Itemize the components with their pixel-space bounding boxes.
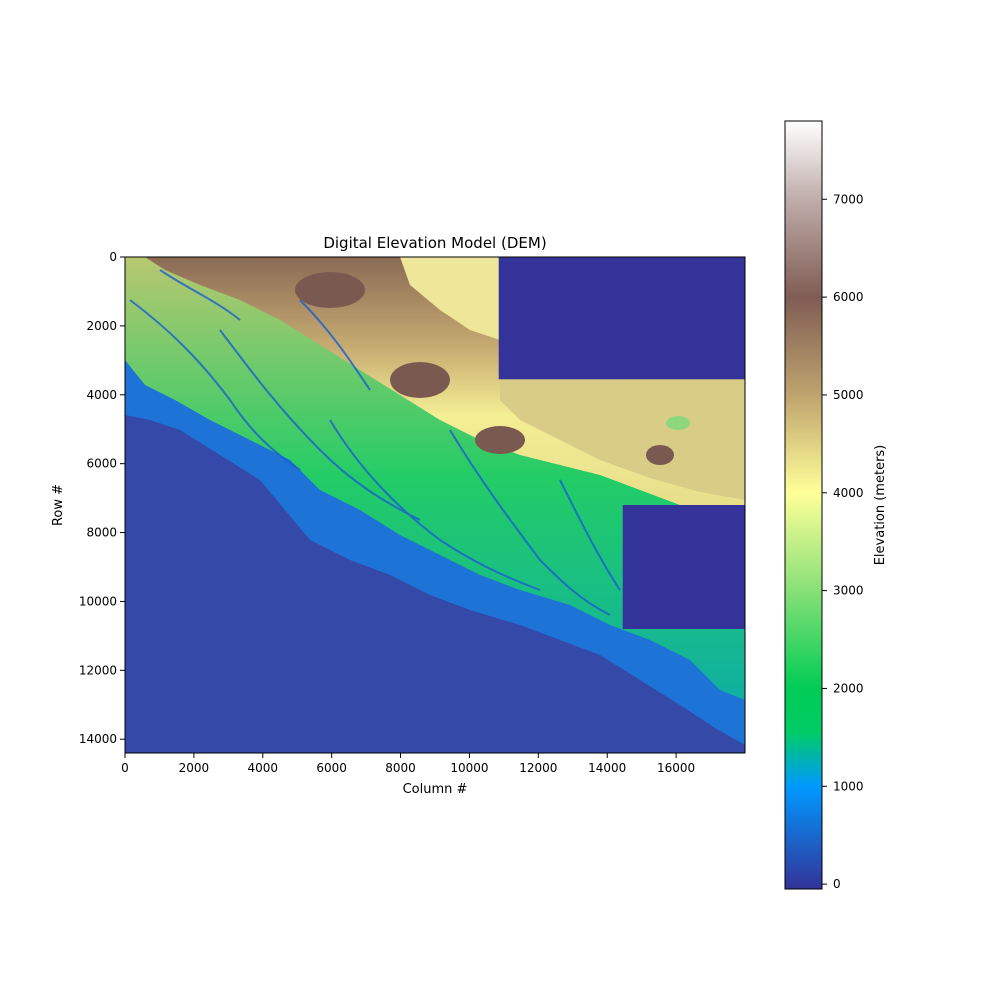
lake-patch xyxy=(666,416,690,430)
y-tick-label: 6000 xyxy=(86,457,117,471)
x-tick-label: 16000 xyxy=(657,761,695,775)
dem-raster xyxy=(125,257,745,753)
x-tick-label: 8000 xyxy=(385,761,416,775)
colorbar-tick-label: 1000 xyxy=(833,779,864,793)
colorbar-label: Elevation (meters) xyxy=(873,445,888,566)
map-frame xyxy=(124,256,746,754)
x-axis-label: Column # xyxy=(403,782,468,797)
river-network xyxy=(129,269,621,616)
y-tick-label: 14000 xyxy=(79,732,117,746)
chart-title: Digital Elevation Model (DEM) xyxy=(323,234,546,252)
colorbar-tick-label: 6000 xyxy=(833,290,864,304)
colorbar-tick-label: 3000 xyxy=(833,584,864,598)
y-tick-label: 0 xyxy=(109,250,117,264)
colorbar-tick-label: 5000 xyxy=(833,388,864,402)
y-tick-label: 10000 xyxy=(79,594,117,608)
x-tick-label: 2000 xyxy=(179,761,210,775)
y-tick-label: 8000 xyxy=(86,526,117,540)
colorbar xyxy=(784,120,823,890)
y-tick-label: 4000 xyxy=(86,388,117,402)
y-axis-label: Row # xyxy=(51,484,66,526)
x-tick-label: 10000 xyxy=(450,761,488,775)
x-tick-label: 4000 xyxy=(248,761,279,775)
colorbar-tick-label: 2000 xyxy=(833,681,864,695)
y-tick-label: 12000 xyxy=(79,663,117,677)
x-tick-label: 6000 xyxy=(316,761,347,775)
x-tick-label: 12000 xyxy=(519,761,557,775)
x-axis: 0 2000 4000 6000 8000 10000 12000 14000 16000 xyxy=(121,753,695,775)
colorbar-tick-label: 4000 xyxy=(833,486,864,500)
plateau-east xyxy=(500,380,745,500)
nodata-block-1 xyxy=(622,505,745,629)
colorbar-tick-label: 7000 xyxy=(833,192,864,206)
nodata-block-0 xyxy=(498,257,745,380)
peak-markers xyxy=(295,272,674,465)
nodata-blocks xyxy=(498,257,745,629)
colorbar-tick-label: 0 xyxy=(833,877,841,891)
y-tick-label: 2000 xyxy=(86,319,117,333)
x-tick-label: 0 xyxy=(121,761,129,775)
x-tick-label: 14000 xyxy=(588,761,626,775)
colorbar-ticks: 0 1000 2000 3000 4000 5000 6000 7000 xyxy=(822,192,864,891)
plateau-area xyxy=(400,257,500,340)
y-axis: 0 2000 4000 6000 8000 10000 12000 14000 xyxy=(79,250,125,746)
